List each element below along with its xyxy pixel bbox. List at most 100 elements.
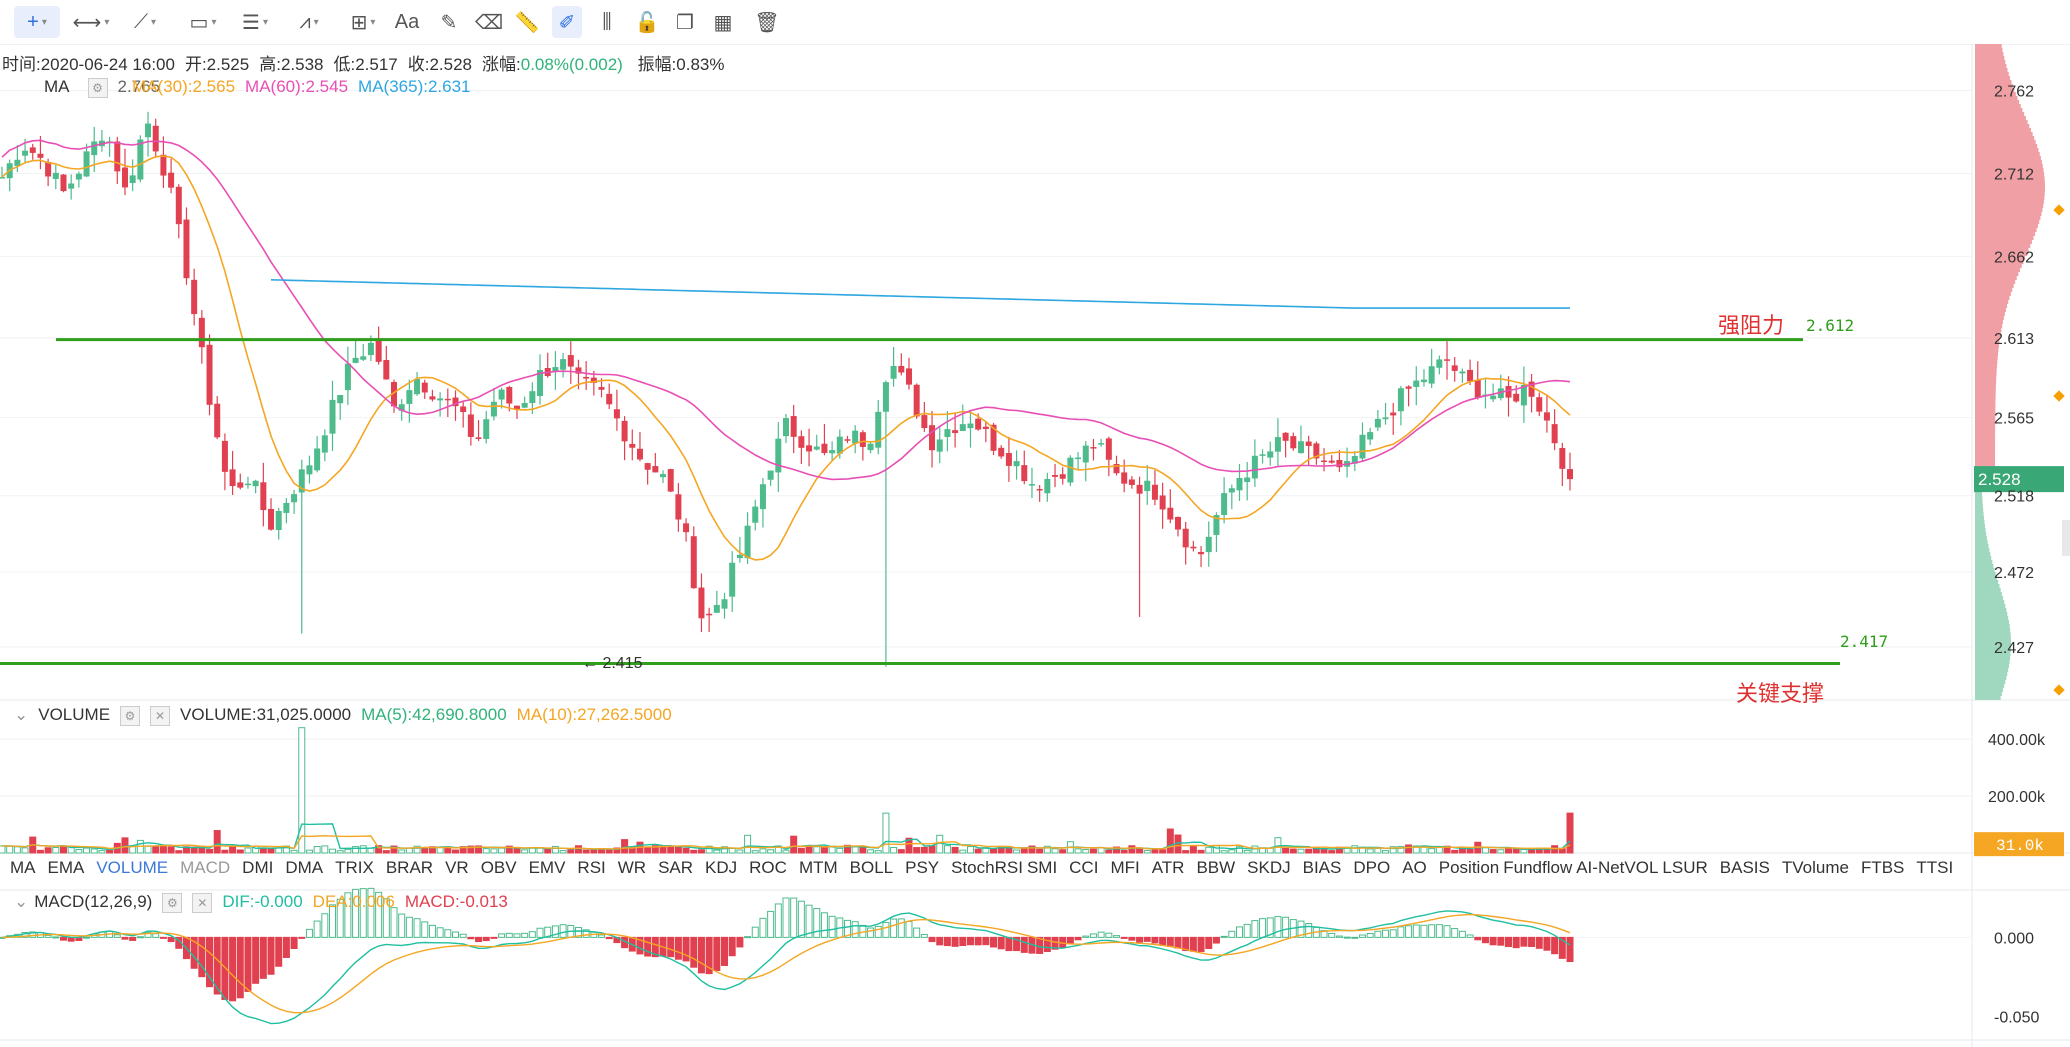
volume-bar (721, 846, 729, 854)
tab-stochrsi[interactable]: StochRSI (951, 858, 1023, 877)
crosshair-icon[interactable]: + ▾ (14, 6, 60, 38)
settings-icon[interactable]: ⚙ (162, 892, 183, 913)
tab-cci[interactable]: CCI (1069, 858, 1099, 877)
text-icon[interactable]: Aa (394, 10, 420, 33)
pen-icon[interactable]: ✐ (552, 6, 582, 38)
macd-histogram-bar (828, 915, 836, 938)
ma-legend: MA ⚙ 2.765MA(30):2.565 MA(60):2.545 MA(365):… (44, 77, 481, 98)
candle-body (813, 446, 820, 450)
tab-ema[interactable]: EMA (47, 858, 85, 877)
candle-body (821, 443, 828, 453)
trash-icon[interactable]: 🗑 (754, 11, 780, 34)
volume-profile-bar (1975, 372, 1997, 376)
macd-histogram-bar (897, 918, 905, 938)
tab-mtm[interactable]: MTM (798, 858, 838, 877)
tab-ao[interactable]: AO (1402, 858, 1427, 877)
candle-body (1259, 454, 1266, 456)
trend-line-icon[interactable]: ⟋ ▾ (133, 10, 157, 33)
macd-histogram-bar (490, 936, 498, 939)
tab-dmi[interactable]: DMI (242, 858, 274, 877)
tab-ttsi[interactable]: TTSI (1916, 858, 1954, 877)
tab-basis[interactable]: BASIS (1719, 858, 1770, 877)
tab-tvolume[interactable]: TVolume (1781, 858, 1849, 877)
settings-icon[interactable]: ⚙ (120, 705, 141, 726)
tab-bbw[interactable]: BBW (1196, 858, 1236, 877)
macd-histogram-bar (1305, 923, 1313, 938)
eraser-icon[interactable]: ⌫ (474, 11, 504, 34)
volume-bar (966, 846, 974, 854)
volume-profile-bar (1975, 444, 1996, 448)
tab-atr[interactable]: ATR (1151, 858, 1185, 877)
volume-bar (1305, 848, 1313, 854)
volume-bar (1036, 848, 1044, 854)
tab-emv[interactable]: EMV (528, 858, 566, 877)
volume-profile-bar (1975, 516, 1985, 520)
horizontal-line-icon[interactable]: ⟷ ▾ (72, 11, 110, 34)
volume-bar (521, 849, 529, 854)
volume-profile-bar (1975, 640, 2011, 644)
tab-sar[interactable]: SAR (658, 858, 694, 877)
tab-trix[interactable]: TRIX (335, 858, 374, 877)
calendar-icon[interactable]: ▦ (713, 11, 733, 34)
tab-brar[interactable]: BRAR (385, 858, 434, 877)
volume-profile-bar (1975, 120, 2028, 124)
rectangle-icon[interactable]: ▭ ▾ (189, 11, 217, 34)
tab-fundflow[interactable]: Fundflow (1503, 858, 1573, 877)
tab-position[interactable]: Position (1438, 858, 1500, 877)
candle-body (406, 390, 413, 404)
tab-macd[interactable]: MACD (180, 858, 231, 877)
macd-histogram-bar (521, 932, 529, 938)
bars-pattern-icon[interactable]: ⫼ (602, 10, 612, 33)
lock-icon[interactable]: 🔓 (634, 11, 660, 34)
volume-profile-bar (1975, 240, 2032, 244)
macd-histogram-bar (413, 918, 421, 938)
volume-bar (920, 846, 928, 854)
tab-roc[interactable]: ROC (749, 858, 787, 877)
tab-dpo[interactable]: DPO (1353, 858, 1391, 877)
tab-rsi[interactable]: RSI (577, 858, 606, 877)
volume-profile-bar (1975, 572, 1996, 576)
ruler-icon[interactable]: 📏 (514, 11, 540, 34)
macd-histogram-bar (229, 936, 237, 1002)
macd-histogram-bar (305, 928, 313, 938)
candle-body (736, 554, 743, 559)
candle-body (298, 469, 305, 493)
tab-smi[interactable]: SMI (1026, 858, 1058, 877)
tab-ai-netvol[interactable]: AI-NetVOL (1576, 858, 1659, 877)
volume-bar (1412, 845, 1420, 854)
macd-histogram-bar (1389, 929, 1397, 938)
tab-dma[interactable]: DMA (285, 858, 324, 877)
measure-icon[interactable]: ⊞ ▾ (350, 11, 376, 34)
collapse-icon[interactable]: ⌄ (14, 892, 29, 911)
candle-body (191, 279, 198, 315)
brush-icon[interactable]: ✎ (440, 11, 458, 34)
tab-psy[interactable]: PSY (905, 858, 940, 877)
candle-body (414, 379, 421, 395)
macd-histogram-bar (1474, 936, 1482, 941)
tab-mfi[interactable]: MFI (1110, 858, 1140, 877)
copy-icon[interactable]: ❐ (676, 11, 694, 34)
collapse-icon[interactable]: ⌄ (14, 705, 29, 724)
tab-volume[interactable]: VOLUME (96, 858, 169, 877)
chart-canvas[interactable]: 2.528 2.762 2.712 2.662 2.613 2.565 2.518 2.472… (0, 44, 2070, 1047)
tab-vr[interactable]: VR (445, 858, 469, 877)
tab-kdj[interactable]: KDJ (705, 858, 738, 877)
close-icon[interactable]: ✕ (192, 892, 213, 913)
tab-boll[interactable]: BOLL (849, 858, 894, 877)
fib-icon[interactable]: ⩘ ▾ (299, 10, 319, 33)
tab-skdj[interactable]: SKDJ (1247, 858, 1291, 877)
candle-body (606, 393, 613, 405)
close-icon[interactable]: ✕ (150, 705, 171, 726)
tab-obv[interactable]: OBV (480, 858, 517, 877)
tab-bias[interactable]: BIAS (1302, 858, 1342, 877)
tab-ftbs[interactable]: FTBS (1860, 858, 1905, 877)
tab-ma[interactable]: MA (10, 858, 36, 877)
macd-histogram-bar (1458, 930, 1466, 938)
tab-lsur[interactable]: LSUR (1662, 858, 1708, 877)
settings-icon[interactable]: ⚙ (87, 77, 108, 98)
candle-body (1520, 384, 1527, 406)
parallel-lines-icon[interactable]: ☰ ▾ (242, 11, 268, 34)
macd-histogram-bar (1543, 936, 1551, 951)
tab-wr[interactable]: WR (617, 858, 647, 877)
volume-profile-bar (1975, 76, 2011, 80)
